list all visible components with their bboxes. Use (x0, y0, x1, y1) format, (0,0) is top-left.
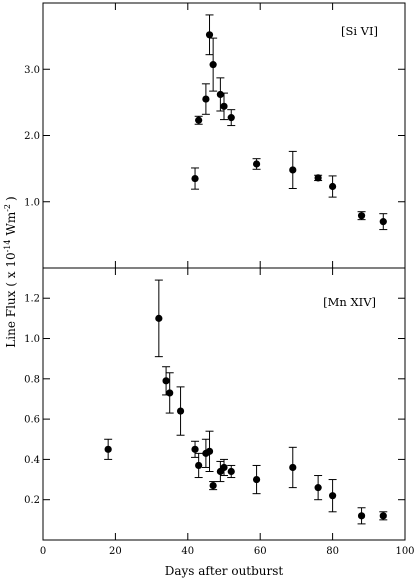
data-point (195, 461, 203, 470)
data-point (289, 463, 297, 472)
panel-mn-xiv-marks (104, 279, 388, 525)
data-point (176, 407, 185, 415)
panel-mn-xiv: [Mn XIV] 0.2 0.4 0.6 0.8 1.0 1.2 (24, 267, 406, 541)
data-point (220, 463, 228, 472)
data-point (357, 512, 366, 520)
x-tick-label: 60 (254, 546, 267, 557)
x-tick-label: 100 (395, 546, 414, 557)
y-tick-label: 1.0 (24, 334, 40, 345)
panel-mn-xiv-frame (42, 267, 406, 541)
x-axis: 0 20 40 60 80 100 (40, 546, 415, 557)
data-point (104, 445, 112, 453)
panel-si-vi: [Si VI] 1.0 2.0 3.0 (24, 2, 406, 269)
data-point (166, 389, 174, 397)
data-point (209, 482, 217, 490)
panel-si-vi-marks (191, 14, 388, 231)
data-point (191, 445, 199, 453)
data-point (162, 377, 170, 385)
y-tick-label: 1.0 (24, 197, 40, 208)
y-tick-label: 0.4 (24, 455, 40, 466)
data-point (289, 166, 297, 174)
data-point (205, 447, 214, 455)
y-tick-label: 1.2 (24, 294, 40, 305)
data-point (357, 212, 366, 220)
panel-mn-xiv-ticks: 0.2 0.4 0.6 0.8 1.0 1.2 (24, 268, 406, 540)
data-point (202, 95, 210, 103)
x-tick-label: 0 (40, 546, 46, 557)
y-axis-label-main: Line Flux ( x 10 (4, 252, 18, 347)
data-point (191, 174, 199, 183)
data-point (252, 475, 261, 484)
y-axis-label-exp: -14 (3, 240, 12, 253)
data-point (220, 102, 228, 110)
y-tick-label: 0.6 (24, 415, 40, 426)
data-point (314, 484, 322, 492)
data-point (314, 174, 322, 182)
data-point (155, 314, 163, 322)
y-tick-label: 0.8 (24, 374, 40, 385)
data-point (329, 492, 337, 500)
data-point (379, 512, 387, 520)
y-axis-label: Line Flux ( x 10-14 Wm-2) (3, 196, 18, 347)
panel-si-vi-label: [Si VI] (341, 24, 378, 38)
data-point (195, 116, 203, 124)
x-axis-label: Days after outburst (165, 564, 284, 578)
data-point (227, 114, 235, 122)
data-point (252, 160, 261, 168)
data-point (329, 182, 337, 191)
panel-mn-xiv-label: [Mn XIV] (323, 295, 376, 309)
x-tick-label: 80 (326, 546, 339, 557)
data-point (205, 31, 214, 39)
data-point (227, 467, 235, 476)
y-axis-label-unit-exp: -2 (3, 204, 12, 212)
y-axis-label-unit: Wm (4, 211, 18, 235)
x-tick-label: 40 (181, 546, 194, 557)
y-tick-label: 2.0 (24, 131, 40, 142)
panel-si-vi-ticks: 1.0 2.0 3.0 (24, 3, 406, 268)
y-axis-label-close: ) (4, 196, 18, 201)
data-point (379, 218, 387, 226)
panel-si-vi-frame (42, 2, 406, 269)
data-point (216, 90, 224, 99)
data-point (209, 61, 217, 69)
y-tick-label: 0.2 (24, 495, 40, 506)
y-tick-label: 3.0 (24, 65, 40, 76)
x-tick-label: 20 (109, 546, 122, 557)
